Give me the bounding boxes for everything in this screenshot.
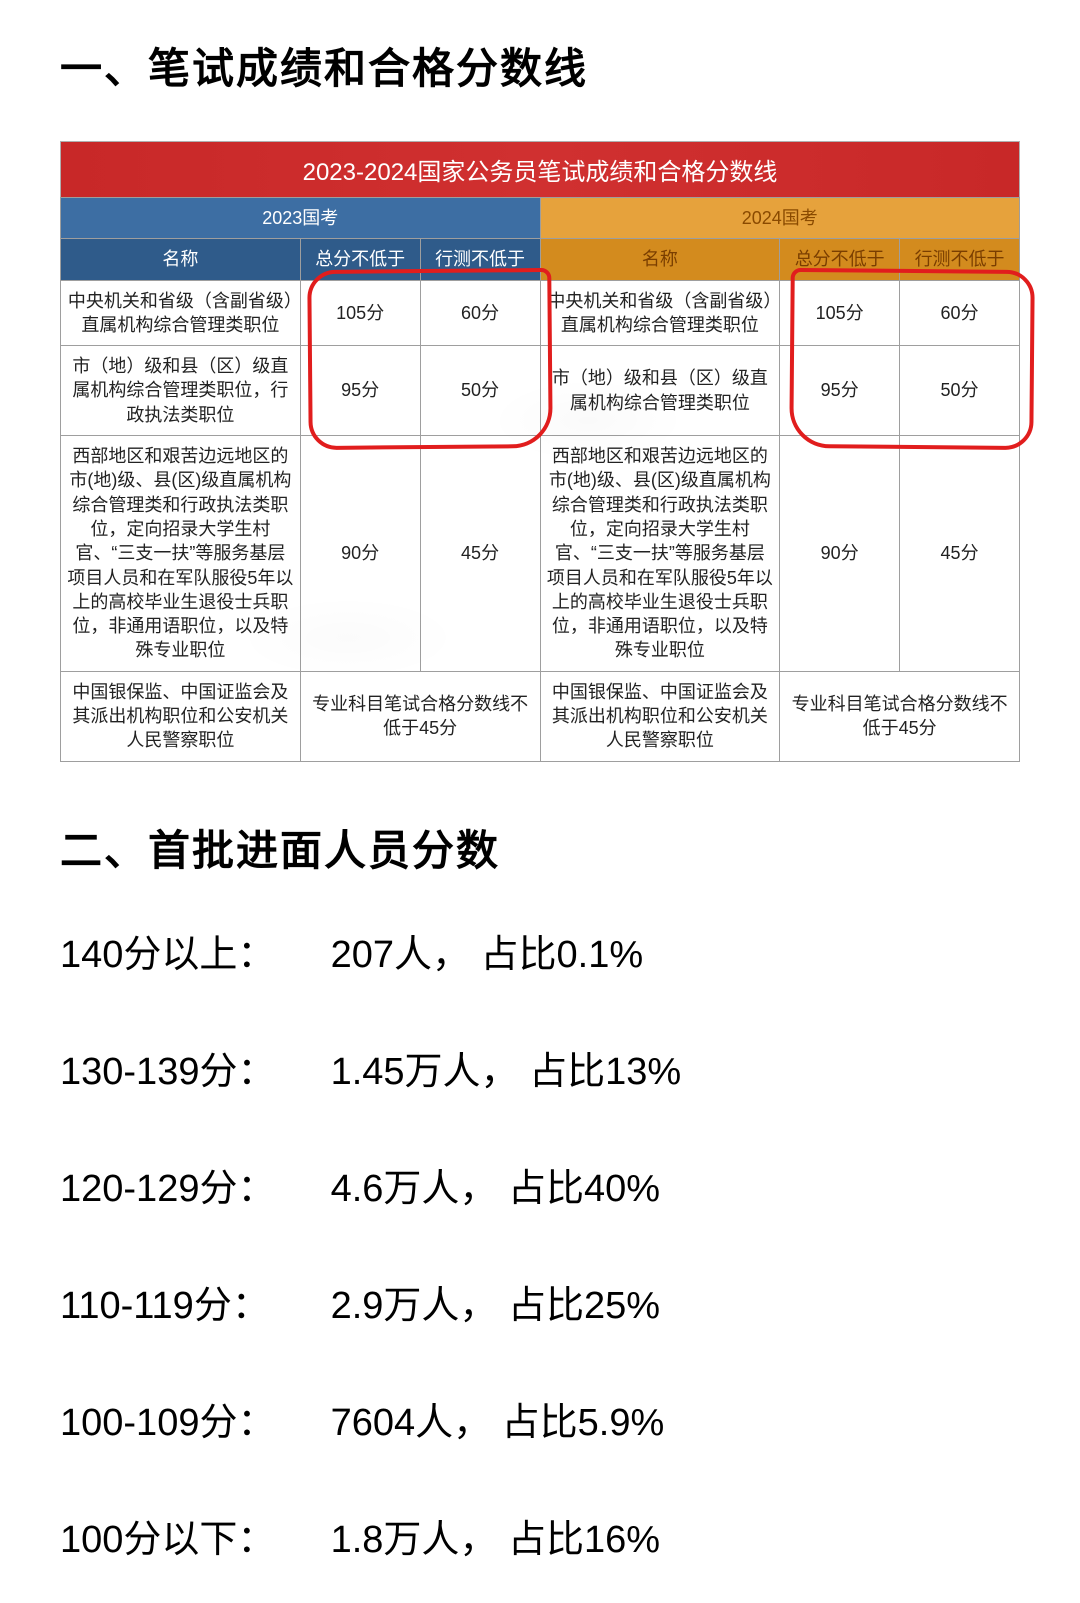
score-range: 100分以下： bbox=[60, 1508, 320, 1563]
xingce-2023-r2: 50分 bbox=[420, 346, 540, 436]
name-2024-r4: 中国银保监、中国证监会及其派出机构职位和公安机关人民警察职位 bbox=[540, 671, 780, 761]
score-pct: 占比13% bbox=[529, 1051, 681, 1093]
xingce-2024-r1: 60分 bbox=[900, 280, 1020, 346]
merged-2023-r4: 专业科目笔试合格分数线不低于45分 bbox=[300, 671, 540, 761]
col-total-2024: 总分不低于 bbox=[780, 239, 900, 280]
score-table: 2023国考 2024国考 名称 总分不低于 行测不低于 名称 总分不低于 行测… bbox=[60, 197, 1020, 762]
col-xingce-2023: 行测不低于 bbox=[420, 239, 540, 280]
score-range: 130-139分： bbox=[60, 1040, 320, 1095]
table-row: 中央机关和省级（含副省级）直属机构综合管理类职位 105分 60分 中央机关和省… bbox=[61, 280, 1020, 346]
xingce-2023-r3: 45分 bbox=[420, 436, 540, 672]
total-2024-r1: 105分 bbox=[780, 280, 900, 346]
column-header-row: 名称 总分不低于 行测不低于 名称 总分不低于 行测不低于 bbox=[61, 239, 1020, 280]
total-2024-r3: 90分 bbox=[780, 436, 900, 672]
score-line: 110-119分： 2.9万人， 占比25% bbox=[60, 1274, 1020, 1329]
total-2023-r2: 95分 bbox=[300, 346, 420, 436]
table-title: 2023-2024国家公务员笔试成绩和合格分数线 bbox=[60, 141, 1020, 197]
name-2023-r3: 西部地区和艰苦边远地区的市(地)级、县(区)级直属机构综合管理类和行政执法类职位… bbox=[61, 436, 301, 672]
score-line: 100-109分： 7604人， 占比5.9% bbox=[60, 1391, 1020, 1446]
total-2023-r1: 105分 bbox=[300, 280, 420, 346]
year-2023-header: 2023国考 bbox=[61, 198, 541, 239]
score-range: 120-129分： bbox=[60, 1157, 320, 1212]
table-row: 中国银保监、中国证监会及其派出机构职位和公安机关人民警察职位 专业科目笔试合格分… bbox=[61, 671, 1020, 761]
score-distribution-list: 140分以上： 207人， 占比0.1% 130-139分： 1.45万人， 占… bbox=[60, 923, 1020, 1563]
merged-2024-r4: 专业科目笔试合格分数线不低于45分 bbox=[780, 671, 1020, 761]
year-header-row: 2023国考 2024国考 bbox=[61, 198, 1020, 239]
xingce-2023-r1: 60分 bbox=[420, 280, 540, 346]
score-line: 140分以上： 207人， 占比0.1% bbox=[60, 923, 1020, 978]
col-name-2024: 名称 bbox=[540, 239, 780, 280]
score-pct: 占比5.9% bbox=[502, 1402, 665, 1444]
name-2024-r1: 中央机关和省级（含副省级）直属机构综合管理类职位 bbox=[540, 280, 780, 346]
score-table-container: 2023-2024国家公务员笔试成绩和合格分数线 2023国考 2024国考 名… bbox=[60, 141, 1020, 762]
total-2024-r2: 95分 bbox=[780, 346, 900, 436]
score-count: 4.6万人， bbox=[331, 1168, 498, 1210]
score-range: 140分以上： bbox=[60, 923, 320, 978]
score-pct: 占比0.1% bbox=[481, 934, 644, 976]
section1-heading: 一、笔试成绩和合格分数线 bbox=[60, 35, 1020, 96]
score-pct: 占比40% bbox=[508, 1168, 660, 1210]
score-count: 1.45万人， bbox=[331, 1051, 519, 1093]
table-row: 市（地）级和县（区）级直属机构综合管理类职位，行政执法类职位 95分 50分 市… bbox=[61, 346, 1020, 436]
col-total-2023: 总分不低于 bbox=[300, 239, 420, 280]
score-line: 100分以下： 1.8万人， 占比16% bbox=[60, 1508, 1020, 1563]
score-line: 130-139分： 1.45万人， 占比13% bbox=[60, 1040, 1020, 1095]
score-pct: 占比25% bbox=[508, 1285, 660, 1327]
year-2024-header: 2024国考 bbox=[540, 198, 1020, 239]
name-2023-r2: 市（地）级和县（区）级直属机构综合管理类职位，行政执法类职位 bbox=[61, 346, 301, 436]
name-2024-r2: 市（地）级和县（区）级直属机构综合管理类职位 bbox=[540, 346, 780, 436]
score-range: 110-119分： bbox=[60, 1274, 320, 1329]
score-line: 120-129分： 4.6万人， 占比40% bbox=[60, 1157, 1020, 1212]
score-count: 2.9万人， bbox=[331, 1285, 498, 1327]
xingce-2024-r2: 50分 bbox=[900, 346, 1020, 436]
score-range: 100-109分： bbox=[60, 1391, 320, 1446]
name-2024-r3: 西部地区和艰苦边远地区的市(地)级、县(区)级直属机构综合管理类和行政执法类职位… bbox=[540, 436, 780, 672]
total-2023-r3: 90分 bbox=[300, 436, 420, 672]
score-count: 1.8万人， bbox=[331, 1519, 498, 1561]
col-xingce-2024: 行测不低于 bbox=[900, 239, 1020, 280]
xingce-2024-r3: 45分 bbox=[900, 436, 1020, 672]
col-name-2023: 名称 bbox=[61, 239, 301, 280]
score-count: 7604人， bbox=[331, 1402, 492, 1444]
name-2023-r1: 中央机关和省级（含副省级）直属机构综合管理类职位 bbox=[61, 280, 301, 346]
table-row: 西部地区和艰苦边远地区的市(地)级、县(区)级直属机构综合管理类和行政执法类职位… bbox=[61, 436, 1020, 672]
score-pct: 占比16% bbox=[508, 1519, 660, 1561]
score-count: 207人， bbox=[331, 934, 470, 976]
name-2023-r4: 中国银保监、中国证监会及其派出机构职位和公安机关人民警察职位 bbox=[61, 671, 301, 761]
section2-heading: 二、首批进面人员分数 bbox=[60, 817, 1020, 878]
